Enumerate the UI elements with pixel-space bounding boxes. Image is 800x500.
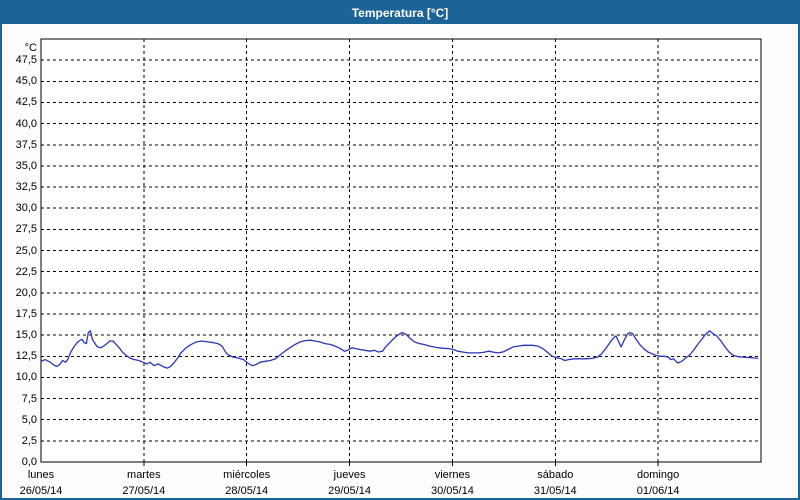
x-day-date: 28/05/14	[225, 485, 269, 497]
x-day-date: 26/05/14	[19, 485, 63, 497]
y-tick-label: 42,5	[15, 96, 37, 109]
y-tick-label: 10,0	[15, 371, 37, 384]
y-tick-label: 17,5	[15, 307, 37, 320]
x-day-date: 01/06/14	[636, 485, 680, 497]
y-tick-label: 2,5	[21, 434, 37, 447]
y-tick-label: 27,5	[15, 223, 37, 236]
y-tick-label: 22,5	[15, 265, 37, 278]
y-tick-label: 32,5	[15, 181, 37, 194]
y-tick-label: 30,0	[15, 202, 37, 215]
x-day-date: 31/05/14	[533, 485, 577, 497]
chart-area: 0,0 2,5 5,0 7,5 10,0 12,5 15,0 17,5 20,0 22,5 25,0…	[2, 24, 798, 498]
y-axis-unit-label: °C	[24, 42, 37, 54]
x-day-name: domingo	[637, 469, 680, 481]
y-tick-label: 12,5	[15, 350, 37, 363]
x-day-date: 30/05/14	[431, 485, 474, 497]
x-day-name: miércoles	[223, 469, 271, 481]
temperature-series-line	[40, 330, 758, 369]
y-tick-label: 25,0	[15, 244, 37, 257]
temperature-line-chart	[40, 38, 762, 466]
y-tick-label: 47,5	[15, 54, 37, 67]
y-tick-label: 45,0	[15, 75, 37, 88]
x-day-name: lunes	[27, 469, 55, 481]
x-day-name: martes	[127, 469, 161, 481]
y-tick-label: 7,5	[21, 392, 37, 405]
x-day-date: 29/05/14	[328, 485, 371, 497]
y-tick-label: 15,0	[15, 329, 37, 342]
x-day-date: 27/05/14	[122, 485, 166, 497]
y-tick-label: 35,0	[15, 159, 37, 172]
plot-frame	[40, 38, 762, 463]
x-day-name: jueves	[333, 469, 366, 481]
y-tick-label: 37,5	[15, 138, 37, 151]
x-day-name: sábado	[537, 469, 574, 481]
window-titlebar: Temperatura [°C]	[2, 2, 798, 24]
x-day-name: viernes	[434, 469, 471, 481]
y-tick-label: 5,0	[21, 413, 37, 426]
y-tick-label: 20,0	[15, 286, 37, 299]
window-title: Temperatura [°C]	[351, 6, 449, 20]
y-tick-label: 0,0	[21, 456, 37, 468]
y-tick-label: 40,0	[15, 117, 37, 130]
